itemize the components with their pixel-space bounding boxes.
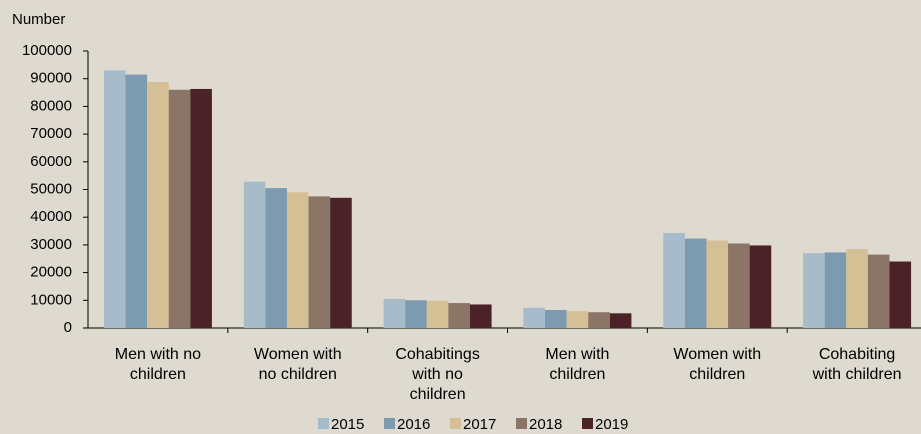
y-tick-label: 60000	[30, 153, 72, 170]
x-tick-label: Women with no children	[253, 346, 342, 383]
x-tick-label: Cohabitings with no children	[395, 346, 480, 403]
bar	[684, 238, 707, 328]
bar	[286, 192, 309, 328]
legend-label: 2017	[463, 416, 496, 433]
bar	[448, 303, 470, 328]
x-tick-label: Men with no children	[114, 346, 202, 383]
y-tick-label: 40000	[30, 208, 72, 225]
y-tick-label: 50000	[30, 180, 72, 197]
legend-swatch	[318, 418, 329, 429]
bar	[190, 88, 212, 328]
bar	[330, 197, 352, 328]
bar	[609, 313, 632, 328]
legend-swatch	[516, 418, 527, 429]
bar	[566, 311, 589, 328]
bar	[168, 89, 191, 328]
bar	[103, 70, 126, 328]
y-tick-label: 10000	[30, 291, 72, 308]
y-tick-label: 90000	[30, 70, 72, 87]
y-tick-label: 0	[64, 319, 72, 336]
legend-label: 2016	[397, 416, 430, 433]
bar	[867, 254, 890, 328]
bar	[308, 196, 331, 328]
y-tick-label: 30000	[30, 236, 72, 253]
x-tick-label: Cohabiting with children	[812, 346, 902, 383]
y-tick-label: 70000	[30, 125, 72, 142]
bar	[663, 232, 685, 328]
legend-swatch	[582, 418, 593, 429]
bar	[383, 298, 406, 328]
legend-label: 2018	[529, 416, 562, 433]
bar	[846, 249, 868, 328]
y-tick-label: 100000	[22, 42, 72, 59]
bar	[749, 245, 772, 328]
y-axis-label: Number	[12, 11, 65, 28]
bar	[706, 240, 729, 328]
y-tick-label: 20000	[30, 264, 72, 281]
legend-swatch	[450, 418, 461, 429]
bar	[728, 243, 750, 328]
bar	[426, 300, 449, 328]
x-tick-label: Women with children	[673, 346, 762, 383]
bar	[405, 300, 427, 328]
bar	[147, 82, 169, 328]
x-tick-label: Men with children	[545, 346, 610, 383]
bar	[803, 253, 825, 328]
bar	[545, 309, 567, 328]
bar	[523, 307, 546, 328]
bar	[243, 181, 266, 328]
bar	[265, 188, 287, 328]
y-tick-label: 80000	[30, 97, 72, 114]
bar	[889, 261, 912, 328]
bar	[588, 312, 610, 328]
bar	[469, 304, 492, 328]
bar	[125, 74, 148, 328]
legend-label: 2015	[331, 416, 364, 433]
bar	[824, 252, 847, 328]
legend-swatch	[384, 418, 395, 429]
legend-label: 2019	[595, 416, 628, 433]
